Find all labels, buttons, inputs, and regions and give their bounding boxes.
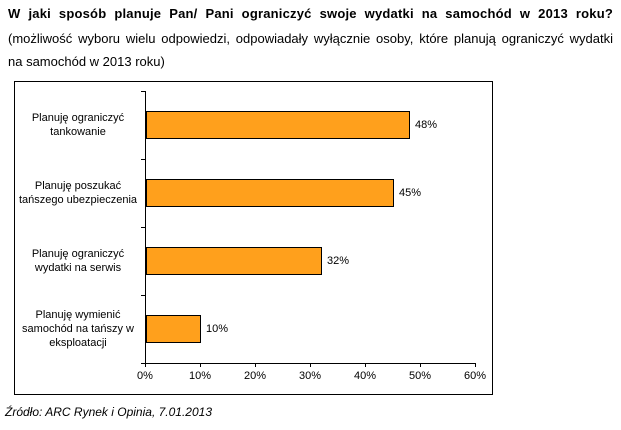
x-axis-tick-label: 40% (353, 370, 377, 382)
x-axis-tick-label: 50% (408, 370, 432, 382)
x-axis-tick-label: 60% (463, 370, 487, 382)
bar-value-label: 48% (415, 119, 438, 131)
x-axis-tick-label: 30% (298, 370, 322, 382)
bar (146, 179, 394, 207)
x-axis-tick (145, 363, 146, 367)
y-axis-tick (141, 159, 145, 160)
category-label-line: tańszego ubezpieczenia (18, 194, 138, 206)
x-axis-tick (365, 363, 366, 367)
category-label-line: samochód na tańszy w (22, 323, 134, 335)
x-axis-tick (420, 363, 421, 367)
category-label: Planuję wymienić samochód na tańszy w eksp… (17, 308, 139, 350)
y-axis-tick (141, 295, 145, 296)
bar (146, 315, 201, 343)
category-label-line: Planuję wymienić (35, 309, 121, 321)
bar-value-label: 10% (206, 323, 229, 335)
category-label-line: tankowanie (50, 126, 106, 138)
category-label-line: wydatki na serwis (34, 262, 122, 274)
source-note: Źródło: ARC Rynek i Opinia, 7.01.2013 (5, 405, 212, 419)
x-axis-tick-label: 20% (243, 370, 267, 382)
x-axis-tick-label: 10% (188, 370, 212, 382)
category-label-line: eksploatacji (49, 337, 107, 349)
category-label-line: Planuję ograniczyć (31, 112, 125, 124)
y-axis-tick (141, 91, 145, 92)
category-label-line: Planuję poszukać (34, 180, 122, 192)
x-axis-tick (255, 363, 256, 367)
bar-value-label: 32% (327, 255, 350, 267)
y-axis-tick (141, 227, 145, 228)
chart-subtitle-line-2: na samochód w 2013 roku) (8, 54, 165, 69)
category-label: Planuję ograniczyć wydatki na serwis (17, 247, 139, 275)
x-axis-tick (475, 363, 476, 367)
x-axis-tick (310, 363, 311, 367)
chart-frame: 48% 45% 32% 10% Planuję ograniczyć tankowani… (14, 81, 493, 395)
x-axis-tick-label: 0% (137, 370, 153, 382)
chart-question-title: W jaki sposób planuje Pan/ Pani ogranicz… (8, 6, 613, 21)
category-label: Planuję poszukać tańszego ubezpieczenia (17, 179, 139, 207)
chart-subtitle-line-1: (możliwość wyboru wielu odpowiedzi, odpo… (8, 31, 613, 46)
category-label-line: Planuję ograniczyć (31, 248, 125, 260)
category-label: Planuję ograniczyć tankowanie (17, 111, 139, 139)
y-axis-tick (141, 363, 145, 364)
bar (146, 111, 410, 139)
plot-area: 48% 45% 32% 10% (145, 91, 476, 364)
bar-value-label: 45% (399, 187, 422, 199)
bar (146, 247, 322, 275)
x-axis-tick (200, 363, 201, 367)
